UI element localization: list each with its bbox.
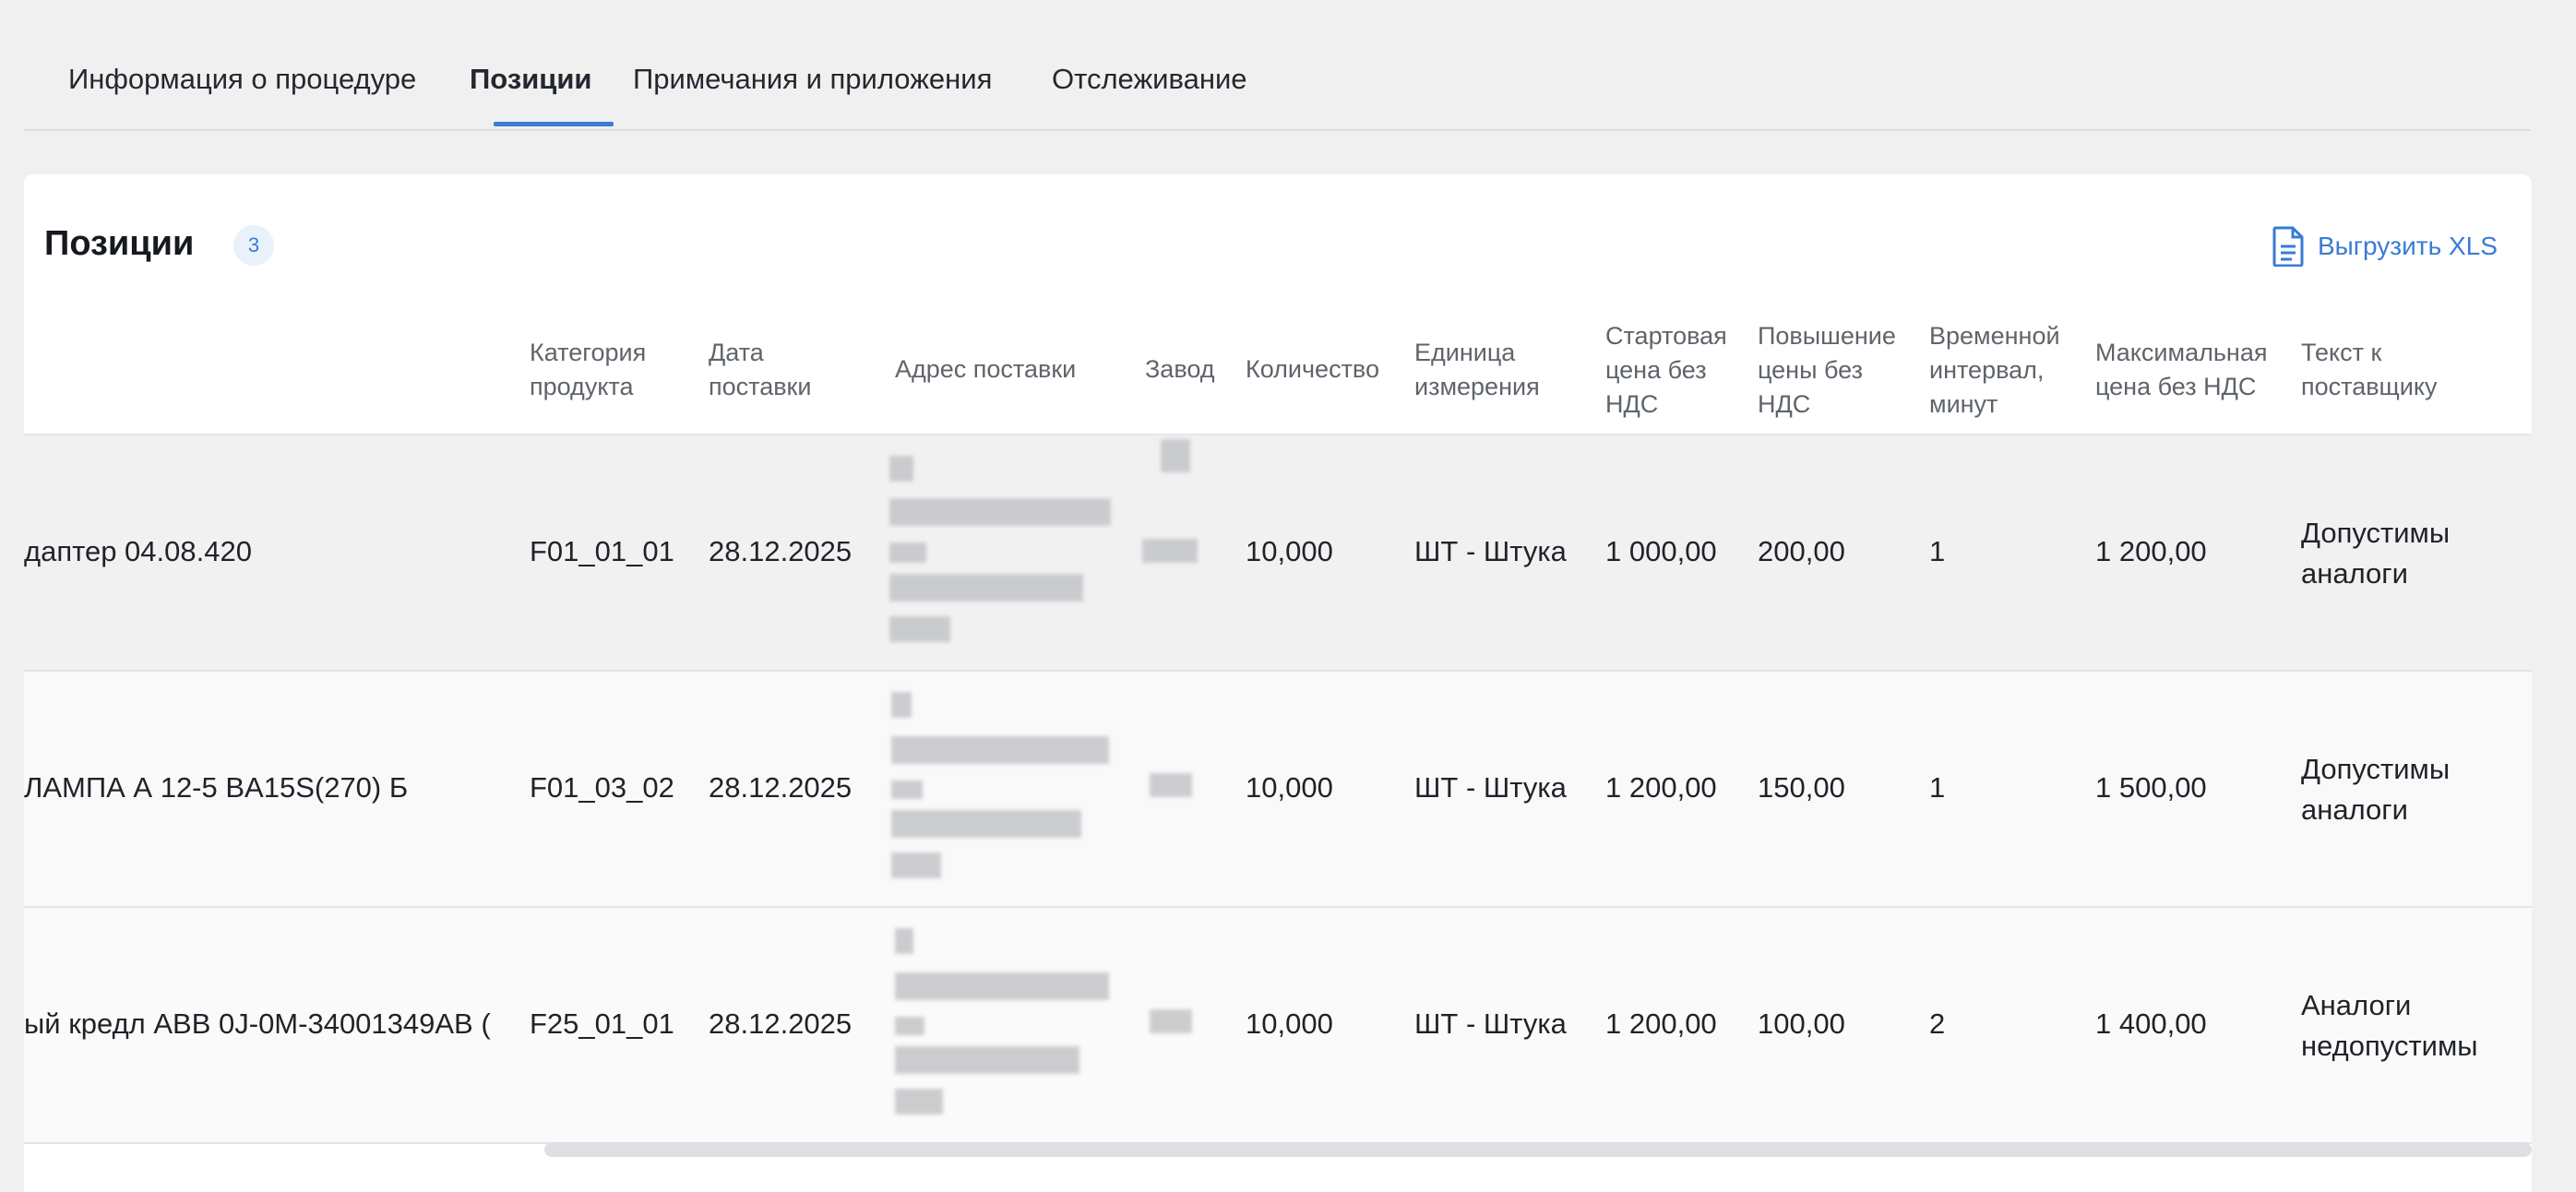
table-row[interactable]: ЛАМПА А 12-5 BA15S(270) Б F01_03_02 28.1… (24, 672, 2532, 908)
unit-cell: ШТ - Штука (1414, 1007, 1567, 1040)
header-divider (24, 434, 2532, 435)
supplier-text-cell: Аналоги недопустимы (2301, 989, 2478, 1062)
column-header-unit: Единица измерения (1414, 339, 1540, 400)
redacted-plant (1161, 439, 1190, 472)
redacted-address (889, 616, 950, 642)
column-header-max-price: Максимальная цена без НДС (2095, 339, 2268, 400)
horizontal-scrollbar-thumb[interactable] (544, 1142, 2532, 1157)
column-header-plant: Завод (1145, 355, 1215, 383)
position-name: ЛАМПА А 12-5 BA15S(270) Б (24, 771, 409, 804)
quantity-cell: 10,000 (1246, 1007, 1333, 1040)
redacted-address (895, 972, 1109, 1000)
redacted-plant (1150, 1009, 1192, 1033)
column-header-start-price: Стартовая цена без НДС (1605, 322, 1727, 418)
table-row[interactable]: даптер 04.08.420 F01_01_01 28.12.2025 10… (24, 435, 2532, 672)
max-price-cell: 1 500,00 (2095, 771, 2207, 804)
count-badge: 3 (233, 225, 274, 266)
increase-cell: 100,00 (1758, 1007, 1845, 1040)
date-cell: 28.12.2025 (709, 1007, 853, 1040)
increase-cell: 200,00 (1758, 535, 1845, 567)
tab-positions[interactable]: Позиции (470, 63, 592, 95)
category-cell: F01_01_01 (530, 535, 674, 567)
max-price-cell: 1 400,00 (2095, 1007, 2207, 1040)
start-price-cell: 1 000,00 (1605, 535, 1717, 567)
interval-cell: 2 (1929, 1007, 1946, 1040)
quantity-cell: 10,000 (1246, 535, 1333, 567)
document-icon (2272, 226, 2304, 267)
redacted-address (889, 456, 913, 482)
increase-cell: 150,00 (1758, 771, 1845, 804)
redacted-address (895, 1017, 924, 1035)
interval-cell: 1 (1929, 771, 1946, 804)
date-cell: 28.12.2025 (709, 771, 853, 804)
column-header-interval: Временной интервал, минут (1929, 322, 2060, 418)
date-cell: 28.12.2025 (709, 535, 853, 567)
quantity-cell: 10,000 (1246, 771, 1333, 804)
column-header-address: Адрес поставки (895, 355, 1077, 383)
column-header-quantity: Количество (1246, 355, 1379, 383)
column-header-category: Категория продукта (530, 339, 647, 400)
redacted-address (895, 928, 913, 954)
redacted-address (891, 736, 1109, 764)
redacted-address (891, 692, 912, 718)
table-row[interactable]: ый кредл ABB 0J-0M-34001349AB ( F25_01_0… (24, 908, 2532, 1144)
position-name: ый кредл ABB 0J-0M-34001349AB ( (24, 1007, 491, 1040)
active-tab-indicator (494, 122, 614, 126)
interval-cell: 1 (1929, 535, 1946, 567)
start-price-cell: 1 200,00 (1605, 1007, 1717, 1040)
redacted-address (891, 781, 923, 799)
redacted-address (895, 1089, 943, 1115)
column-header-supplier-text: Текст к поставщику (2301, 339, 2438, 400)
tab-notes-attachments[interactable]: Примечания и приложения (633, 63, 993, 95)
start-price-cell: 1 200,00 (1605, 771, 1717, 804)
tab-tracking[interactable]: Отслеживание (1052, 63, 1247, 95)
column-header-increase: Повышение цены без НДС (1758, 322, 1896, 418)
redacted-address (889, 574, 1083, 602)
tab-procedure-info[interactable]: Информация о процедуре (68, 63, 417, 95)
unit-cell: ШТ - Штука (1414, 535, 1567, 567)
redacted-address (891, 852, 941, 878)
column-header-date: Дата поставки (709, 339, 812, 400)
tab-bar: Информация о процедуре Позиции Примечани… (24, 0, 2530, 131)
supplier-text-cell: Допустимы аналоги (2301, 753, 2451, 826)
section-title: Позиции (44, 224, 195, 263)
unit-cell: ШТ - Штука (1414, 771, 1567, 804)
max-price-cell: 1 200,00 (2095, 535, 2207, 567)
redacted-address (895, 1046, 1079, 1074)
export-label: Выгрузить XLS (2318, 232, 2498, 260)
position-name: даптер 04.08.420 (24, 535, 252, 567)
redacted-address (891, 810, 1081, 838)
supplier-text-cell: Допустимы аналоги (2301, 517, 2451, 590)
redacted-plant (1142, 539, 1198, 563)
category-cell: F01_03_02 (530, 771, 674, 804)
category-cell: F25_01_01 (530, 1007, 674, 1040)
export-xls-button[interactable]: Выгрузить XLS (2272, 223, 2498, 269)
redacted-address (889, 542, 926, 563)
redacted-address (889, 498, 1111, 526)
redacted-plant (1150, 773, 1192, 797)
